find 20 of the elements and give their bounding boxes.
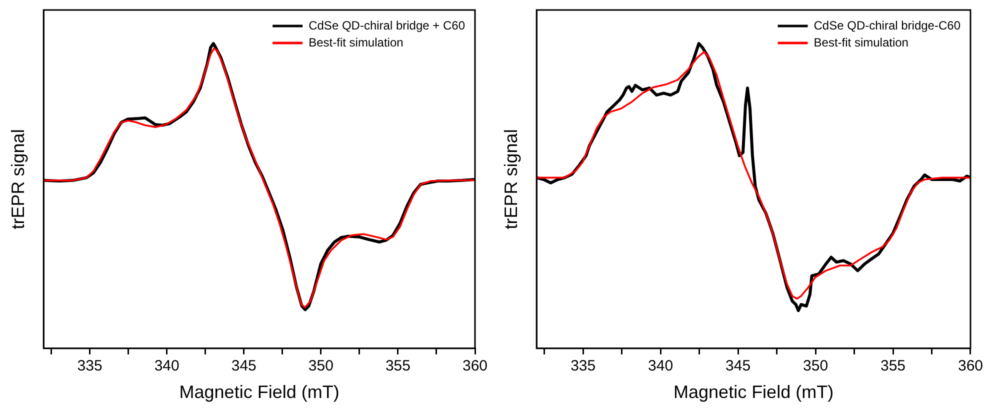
- y-axis-title: trEPR signal: [8, 129, 28, 230]
- x-tick-label: 345: [231, 358, 256, 375]
- x-tick-label: 350: [308, 358, 334, 375]
- legend-label: Best-fit simulation: [814, 35, 908, 50]
- x-tick-label: 340: [154, 358, 180, 375]
- y-axis-title: trEPR signal: [500, 129, 521, 230]
- x-tick-label: 360: [958, 358, 983, 375]
- legend-label: Best-fit simulation: [308, 35, 404, 50]
- x-axis-title: Magnetic Field (mT): [179, 382, 340, 402]
- x-tick-label: 340: [648, 358, 674, 375]
- legend-label: CdSe QD-chiral bridge + C60: [308, 18, 466, 32]
- x-tick-label: 355: [385, 358, 410, 375]
- legend-label: CdSe QD-chiral bridge-C60: [814, 18, 961, 32]
- x-tick-label: 360: [462, 358, 488, 375]
- x-axis-title: Magnetic Field (mT): [674, 382, 834, 402]
- x-tick-label: 335: [77, 358, 102, 375]
- x-tick-label: 355: [880, 358, 906, 375]
- x-tick-label: 345: [726, 358, 751, 375]
- x-tick-label: 335: [570, 358, 596, 375]
- x-tick-label: 350: [803, 358, 828, 375]
